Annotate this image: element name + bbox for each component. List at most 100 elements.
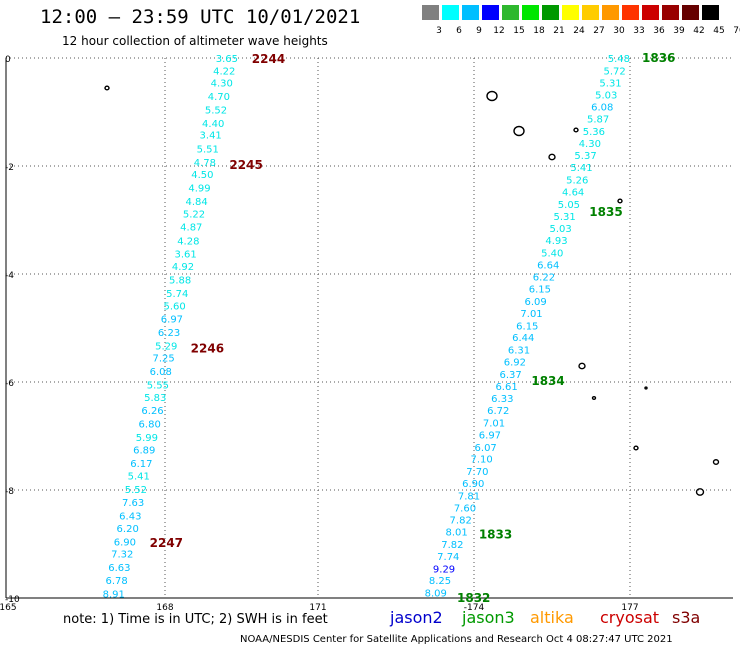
- island: [548, 153, 556, 161]
- wave-height-label: 5.03: [549, 224, 571, 235]
- wave-height-label: 6.37: [500, 370, 522, 381]
- wave-height-label: 8.09: [425, 589, 447, 600]
- legend-label: 12: [493, 26, 505, 36]
- wave-height-label: 6.92: [504, 357, 526, 368]
- wave-height-label: 9.29: [433, 564, 455, 575]
- wave-height-label: 7.70: [466, 467, 488, 478]
- wave-height-label: 4.84: [186, 197, 208, 208]
- wave-height-label: 4.70: [208, 92, 230, 103]
- legend-label: 45: [713, 26, 725, 36]
- wave-height-label: 4.99: [188, 184, 210, 195]
- wave-height-label: 7.10: [470, 455, 492, 466]
- legend-swatch: [662, 5, 679, 20]
- wave-height-label: 4.30: [211, 78, 233, 89]
- island: [617, 198, 623, 204]
- lon-tick-label: 177: [621, 603, 638, 613]
- legend-label: 36: [653, 26, 665, 36]
- wave-height-label: 6.15: [529, 285, 551, 296]
- pass-time-label: 2247: [150, 536, 183, 550]
- wave-height-label: 3.41: [200, 131, 222, 142]
- wave-height-label: 6.44: [512, 333, 534, 344]
- page-subtitle: 12 hour collection of altimeter wave hei…: [62, 34, 328, 48]
- wave-height-label: 4.93: [545, 236, 567, 247]
- wave-height-label: 6.64: [537, 260, 559, 271]
- satellite-jason3: jason3: [462, 608, 515, 627]
- wave-height-label: 5.41: [128, 471, 150, 482]
- wave-height-label: 6.43: [119, 511, 141, 522]
- wave-height-label: 7.63: [122, 498, 144, 509]
- legend-swatch: [482, 5, 499, 20]
- wave-height-label: 7.74: [437, 552, 459, 563]
- island: [712, 459, 720, 465]
- wave-height-label: 5.51: [197, 145, 219, 156]
- wave-height-label: 7.32: [111, 550, 133, 561]
- lat-tick-label: -6: [5, 379, 14, 389]
- wave-height-label: 4.28: [177, 237, 199, 248]
- pass-time-label: 2245: [229, 158, 262, 172]
- satellite-cryosat: cryosat: [600, 608, 660, 627]
- wave-height-label: 5.29: [155, 341, 177, 352]
- legend-label: 42: [693, 26, 705, 36]
- island: [695, 488, 705, 496]
- lat-tick-label: -4: [5, 271, 14, 281]
- wave-height-label: 6.15: [516, 321, 538, 332]
- legend-label: 18: [533, 26, 545, 36]
- wave-height-label: 6.61: [495, 382, 517, 393]
- wave-height-label: 5.36: [583, 127, 605, 138]
- lon-tick-label: -174: [464, 603, 485, 613]
- wave-height-label: 8.01: [445, 528, 467, 539]
- wave-height-label: 5.55: [147, 381, 169, 392]
- island: [573, 127, 579, 133]
- wave-height-label: 6.07: [475, 443, 497, 454]
- pass-time-label: 2244: [252, 52, 285, 66]
- pass-time-label: 2246: [191, 342, 224, 356]
- island: [104, 85, 110, 91]
- legend-swatch: [682, 5, 699, 20]
- wave-height-label: 7.01: [520, 309, 542, 320]
- wave-height-label: 6.90: [114, 537, 136, 548]
- wave-height-label: 5.88: [169, 275, 191, 286]
- legend-swatch: [622, 5, 639, 20]
- wave-height-label: 5.72: [603, 66, 625, 77]
- wave-height-label: 7.25: [152, 354, 174, 365]
- legend-label: 39: [673, 26, 685, 36]
- satellite-altika: altika: [530, 608, 574, 627]
- legend-swatch: [542, 5, 559, 20]
- wave-height-label: 7.01: [483, 419, 505, 430]
- wave-height-label: 4.92: [172, 262, 194, 273]
- wave-height-label: 6.80: [139, 420, 161, 431]
- wave-height-label: 5.31: [599, 78, 621, 89]
- wave-height-label: 3.65: [216, 54, 238, 65]
- wave-height-label: 5.22: [183, 210, 205, 221]
- wave-height-label: 7.82: [441, 540, 463, 551]
- satellite-s3a: s3a: [672, 608, 701, 627]
- wave-height-label: 4.64: [562, 187, 584, 198]
- wave-height-label: 4.50: [191, 170, 213, 181]
- legend-swatch: [602, 5, 619, 20]
- wave-height-label: 6.97: [161, 314, 183, 325]
- lon-tick-label: 165: [0, 603, 17, 613]
- legend-swatch: [502, 5, 519, 20]
- legend-label: 6: [456, 26, 462, 36]
- legend-label: 70: [733, 26, 740, 36]
- legend-label: 30: [613, 26, 625, 36]
- wave-height-label: 5.48: [608, 54, 630, 65]
- footnote-note: note: 1) Time is in UTC; 2) SWH is in fe…: [63, 612, 328, 627]
- island: [578, 362, 586, 370]
- wave-height-label: 8.91: [103, 590, 125, 601]
- lat-tick-label: -2: [5, 163, 14, 173]
- pass-time-label: 1833: [479, 527, 512, 541]
- legend-swatch: [702, 5, 719, 20]
- wave-height-label: 6.22: [533, 273, 555, 284]
- wave-height-label: 3.61: [174, 249, 196, 260]
- legend-swatch: [422, 5, 439, 20]
- wave-height-label: 5.52: [125, 485, 147, 496]
- wave-height-label: 4.87: [180, 222, 202, 233]
- wave-height-label: 4.40: [202, 119, 224, 130]
- credit-line: NOAA/NESDIS Center for Satellite Applica…: [240, 634, 673, 645]
- wave-height-label: 6.90: [462, 479, 484, 490]
- legend-label: 9: [476, 26, 482, 36]
- wave-height-label: 7.81: [458, 491, 480, 502]
